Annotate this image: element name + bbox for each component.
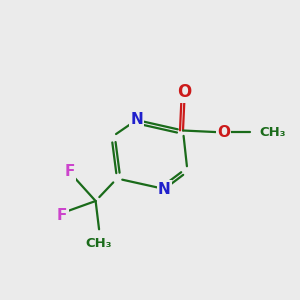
- Text: N: N: [130, 112, 143, 128]
- Text: O: O: [217, 125, 230, 140]
- Text: F: F: [57, 208, 67, 223]
- Text: F: F: [64, 164, 75, 179]
- Text: N: N: [158, 182, 171, 196]
- Text: CH₃: CH₃: [86, 237, 112, 250]
- Text: O: O: [177, 83, 192, 101]
- Text: CH₃: CH₃: [259, 126, 286, 139]
